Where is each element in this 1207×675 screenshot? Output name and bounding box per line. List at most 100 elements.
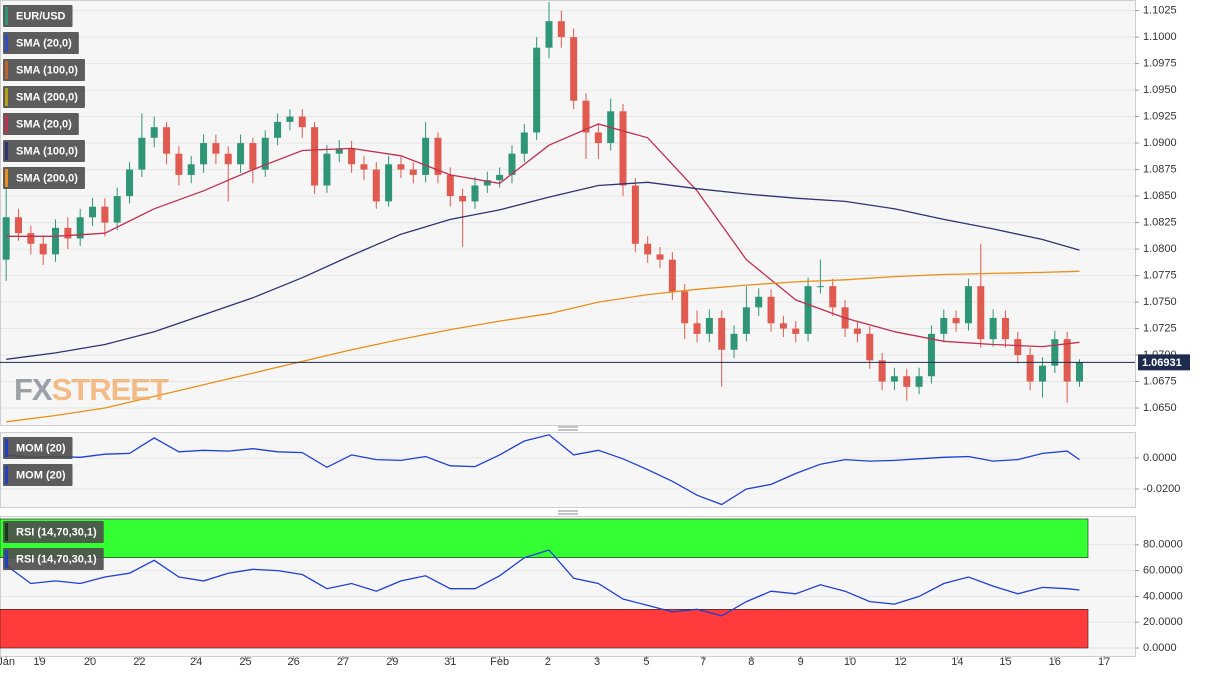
candle-body — [1026, 355, 1034, 382]
candle-body — [64, 227, 72, 239]
x-tick-label: 7 — [700, 656, 706, 668]
y-tick-label: 1.0900 — [1143, 137, 1177, 149]
legend-box — [3, 521, 104, 543]
candle-body — [878, 360, 886, 382]
candle-body — [989, 317, 997, 340]
candle-body — [520, 132, 528, 154]
legend-box — [3, 464, 73, 486]
candle-body — [1001, 317, 1009, 340]
candle-body — [631, 185, 639, 244]
candle-body — [397, 164, 405, 170]
indicator-line — [6, 270, 1080, 423]
legend-swatch — [5, 7, 8, 25]
candle-body — [348, 148, 356, 165]
x-tick-label: 14 — [951, 656, 963, 668]
legend-item: MOM (20) — [3, 437, 73, 459]
legend-label: SMA (20,0) — [16, 37, 72, 49]
candle-body — [779, 323, 787, 329]
panel-handle — [558, 426, 578, 515]
candle-body — [27, 233, 35, 244]
candle-body — [212, 143, 220, 154]
y-tick-label: 1.0975 — [1143, 57, 1177, 69]
x-tick-label: 22 — [133, 656, 145, 668]
candle-body — [150, 127, 158, 138]
legend-label: EUR/USD — [16, 10, 66, 22]
candle-body — [163, 127, 171, 154]
legend-swatch — [5, 88, 8, 106]
x-tick-label: 12 — [894, 656, 906, 668]
legend-item: SMA (100,0) — [3, 140, 85, 162]
candle-body — [200, 143, 208, 165]
candle-body — [113, 196, 121, 223]
y-tick-label: -0.0200 — [1143, 483, 1180, 495]
y-tick-label: 1.0850 — [1143, 190, 1177, 202]
candle-body — [1014, 339, 1022, 356]
legend-label: RSI (14,70,30,1) — [16, 526, 97, 538]
candle-body — [52, 227, 60, 255]
candle-body — [755, 296, 763, 308]
candle-body — [360, 164, 368, 170]
watermark-street: STREET — [52, 372, 169, 407]
y-tick-label: 1.0875 — [1143, 163, 1177, 175]
legend-swatch — [5, 439, 8, 457]
legend-item: EUR/USD — [3, 5, 73, 27]
candle-body — [311, 127, 319, 186]
legend-label: SMA (20,0) — [16, 118, 72, 130]
legend-box — [3, 140, 85, 162]
candle-body — [76, 217, 84, 239]
candle-body — [335, 148, 343, 154]
legend-label: MOM (20) — [16, 442, 66, 454]
x-tick-label: 8 — [748, 656, 754, 668]
legend-box — [3, 32, 79, 54]
x-tick-label: 10 — [844, 656, 856, 668]
candle-body — [89, 206, 97, 218]
legend-swatch — [5, 523, 8, 541]
candle-body — [915, 376, 923, 387]
candle-body — [582, 100, 590, 133]
candle-body — [1075, 362, 1083, 382]
legend-swatch — [5, 169, 8, 187]
panel-background — [0, 432, 1136, 508]
x-tick-label: 19 — [33, 656, 45, 668]
legend-label: MOM (20) — [16, 469, 66, 481]
legend-item: SMA (200,0) — [3, 86, 85, 108]
candle-body — [274, 121, 282, 138]
legend-box — [3, 167, 85, 189]
legend-item: MOM (20) — [3, 464, 73, 486]
candle-body — [619, 111, 627, 186]
candle-body — [1063, 339, 1071, 382]
legend-item: SMA (20,0) — [3, 32, 79, 54]
legend-item: SMA (100,0) — [3, 59, 85, 81]
candle-body — [422, 137, 430, 175]
panel-background — [0, 0, 1136, 426]
candle-body — [471, 185, 479, 202]
indicator-line — [6, 123, 1080, 348]
candle-body — [952, 317, 960, 324]
candle-body — [138, 137, 146, 170]
candle-body — [237, 143, 245, 165]
legend-label: RSI (14,70,30,1) — [16, 553, 97, 565]
legend-swatch — [5, 34, 8, 52]
candle-body — [693, 323, 701, 334]
candle-body — [1051, 339, 1059, 366]
y-tick-label: 40.0000 — [1143, 590, 1183, 602]
x-tick-label: 17 — [1098, 656, 1110, 668]
indicator-line — [6, 181, 1080, 360]
legend-item: RSI (14,70,30,1) — [3, 521, 104, 543]
y-tick-label: 1.0650 — [1143, 402, 1177, 414]
x-tick-label: 5 — [643, 656, 649, 668]
candle-body — [570, 37, 578, 101]
x-tick-label: Feb — [490, 656, 509, 668]
candle-body — [927, 333, 935, 377]
candle-body — [224, 153, 232, 165]
candle-body — [656, 254, 664, 260]
x-tick-label: 31 — [444, 656, 456, 668]
legend-box — [3, 113, 79, 135]
legend-item: SMA (200,0) — [3, 167, 85, 189]
candle-body — [483, 180, 491, 186]
watermark-fx: FX — [14, 372, 53, 407]
y-tick-label: 1.0950 — [1143, 84, 1177, 96]
legend-box — [3, 5, 73, 27]
watermark: FXSTREET — [14, 372, 169, 407]
candle-body — [286, 116, 294, 122]
